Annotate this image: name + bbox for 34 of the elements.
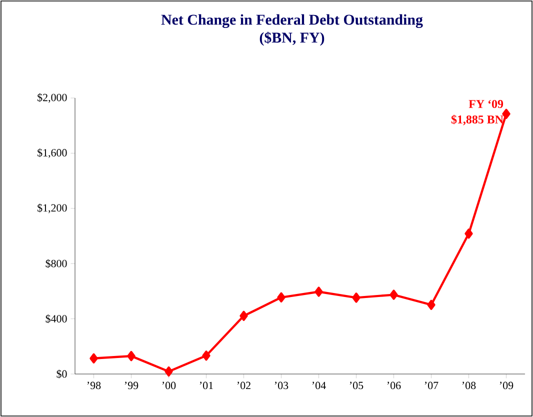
point bbox=[127, 350, 136, 362]
point bbox=[464, 228, 473, 239]
point bbox=[90, 353, 98, 364]
point bbox=[240, 310, 248, 321]
x-tick-label: ’03 bbox=[274, 382, 288, 390]
x-tick-label: ’04 bbox=[312, 382, 326, 390]
x-tick-label: ’07 bbox=[424, 382, 438, 390]
point bbox=[352, 292, 360, 303]
y-tick-label: $0 bbox=[56, 370, 67, 378]
chart-subtitle: ($BN, FY) bbox=[260, 32, 324, 46]
annotation: FY ‘09 bbox=[468, 100, 504, 108]
point bbox=[164, 366, 173, 377]
point bbox=[390, 290, 398, 300]
x-tick-label: ’06 bbox=[387, 382, 401, 390]
y-tick-label: $1,200 bbox=[38, 204, 67, 214]
x-tick-label: ’08 bbox=[462, 382, 476, 390]
chart-title: Net Change in Federal Debt Outstanding bbox=[161, 14, 423, 28]
y-tick-label: $2,000 bbox=[38, 93, 67, 103]
x-tick-label: ’00 bbox=[162, 382, 176, 390]
x-tick-label: ’09 bbox=[500, 382, 514, 390]
point bbox=[502, 108, 510, 119]
y-tick-label: $400 bbox=[46, 314, 67, 324]
x-tick-label: ’05 bbox=[350, 382, 364, 390]
point bbox=[314, 286, 323, 297]
y-tick-label: $800 bbox=[46, 259, 67, 268]
point bbox=[202, 350, 210, 361]
x-tick-label: ’01 bbox=[200, 382, 213, 390]
point bbox=[277, 292, 286, 302]
annotation: $1,885 BN bbox=[451, 114, 504, 126]
x-tick-label: ’99 bbox=[124, 382, 138, 390]
x-tick-label: ’02 bbox=[237, 382, 250, 390]
x-tick-label: ’98 bbox=[87, 382, 101, 390]
point bbox=[427, 300, 436, 310]
y-tick-label: $1,600 bbox=[38, 148, 67, 158]
